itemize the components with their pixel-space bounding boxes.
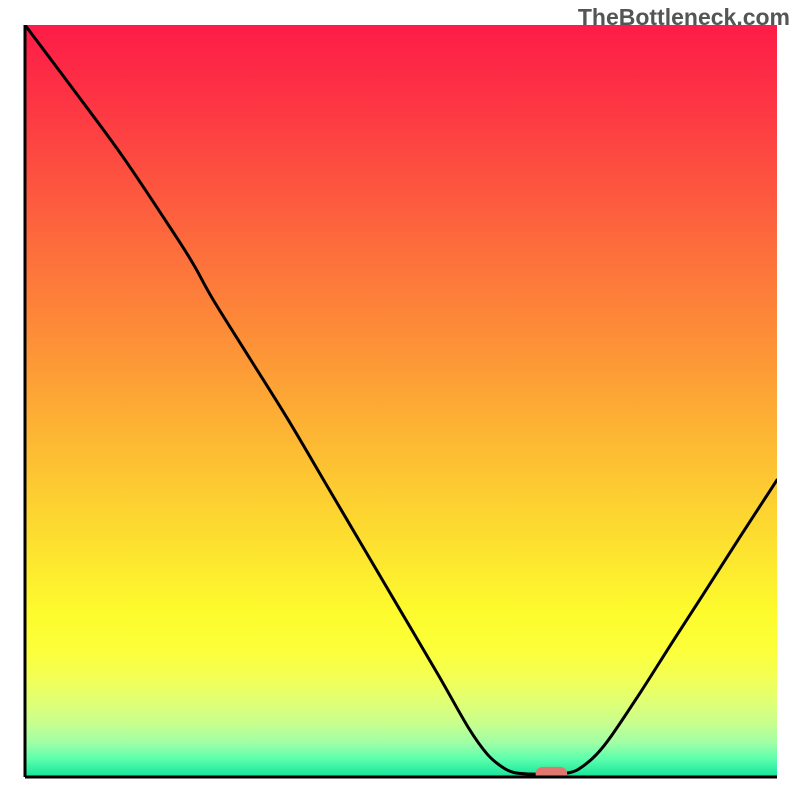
plot-background — [25, 25, 777, 777]
watermark-label: TheBottleneck.com — [578, 4, 790, 31]
bottleneck-chart — [0, 0, 800, 800]
optimal-point-marker — [536, 767, 568, 781]
